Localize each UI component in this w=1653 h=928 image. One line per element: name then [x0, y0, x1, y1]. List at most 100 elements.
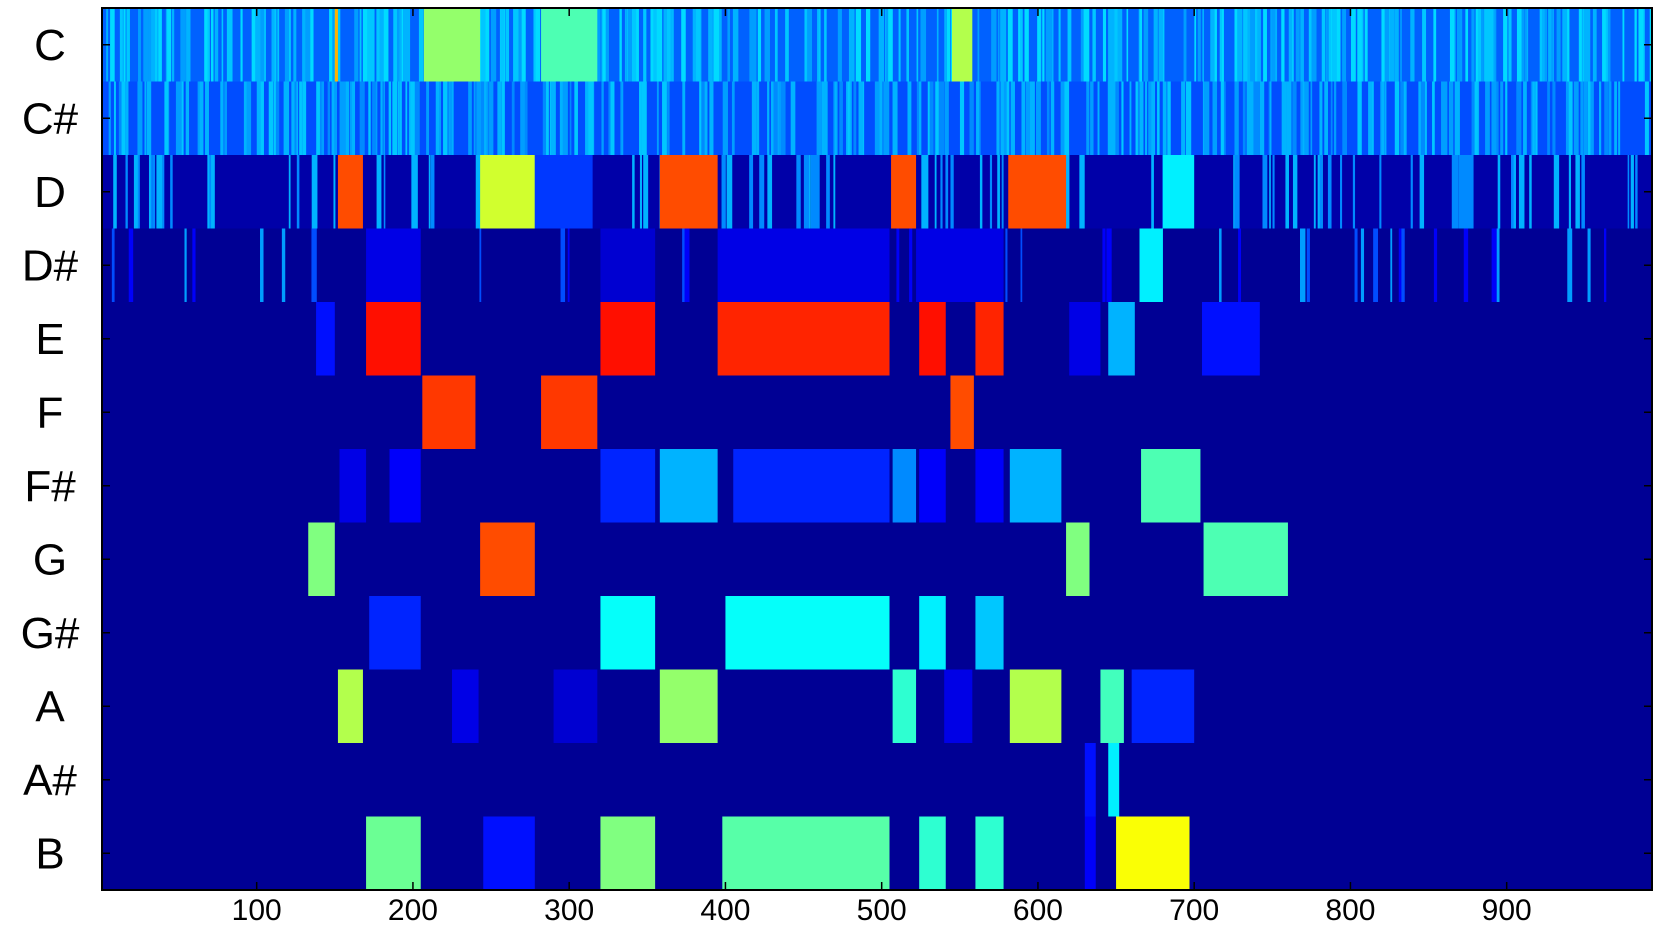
heatmap-stripe [1500, 81, 1504, 155]
heatmap-stripe [1381, 8, 1386, 82]
heatmap-stripe [588, 81, 594, 155]
heatmap-stripe [293, 8, 297, 82]
heatmap-stripe [156, 8, 162, 82]
heatmap-stripe [1328, 8, 1332, 82]
heatmap-stripe [1106, 228, 1112, 302]
heatmap-stripe [1368, 81, 1373, 155]
heatmap-stripe [383, 155, 386, 229]
heatmap-stripe [767, 81, 770, 155]
heatmap-stripe [656, 8, 663, 82]
heatmap-stripe [1087, 8, 1090, 82]
heatmap-cell [1116, 816, 1190, 890]
heatmap-cell [600, 228, 656, 302]
heatmap-stripe [1477, 8, 1482, 82]
heatmap-stripe [330, 8, 333, 82]
heatmap-stripe [662, 81, 667, 155]
heatmap-stripe [1381, 81, 1385, 155]
heatmap-stripe [605, 8, 609, 82]
heatmap-stripe [1630, 155, 1634, 229]
heatmap-stripe [476, 81, 482, 155]
heatmap-stripe [428, 155, 431, 229]
heatmap-stripe [1552, 81, 1556, 155]
heatmap-cell [733, 449, 890, 523]
heatmap-stripe [333, 8, 337, 82]
heatmap-stripe [976, 81, 980, 155]
heatmap-stripe [639, 81, 644, 155]
heatmap-stripe [1257, 8, 1261, 82]
heatmap-stripe [209, 155, 212, 229]
heatmap-stripe [1553, 155, 1560, 229]
heatmap-stripe [435, 81, 441, 155]
heatmap-stripe [170, 155, 173, 229]
heatmap-cell [337, 155, 363, 229]
heatmap-stripe [1010, 81, 1015, 155]
heatmap-cell [717, 228, 890, 302]
heatmap-stripe [1167, 81, 1171, 155]
heatmap-stripe [359, 8, 362, 82]
heatmap-stripe [518, 8, 522, 82]
heatmap-stripe [1135, 81, 1138, 155]
y-tick-label: A# [23, 756, 77, 805]
x-tick-label: 500 [857, 894, 907, 927]
heatmap-stripe [513, 8, 519, 82]
heatmap-stripe [1485, 81, 1490, 155]
heatmap-stripe [1350, 8, 1356, 82]
heatmap-cell [337, 669, 363, 743]
heatmap-stripe [1581, 155, 1585, 229]
heatmap-cell [975, 302, 1004, 376]
heatmap-stripe [1086, 81, 1090, 155]
heatmap-stripe [1001, 155, 1004, 229]
heatmap-stripe [839, 81, 843, 155]
heatmap-stripe [1471, 8, 1475, 82]
heatmap-stripe [1420, 81, 1427, 155]
heatmap-stripe [1243, 8, 1246, 82]
heatmap-stripe [354, 8, 359, 82]
heatmap-stripe [443, 81, 448, 155]
heatmap-cell [366, 816, 421, 890]
heatmap-stripe [896, 228, 900, 302]
heatmap-cell [339, 449, 367, 523]
heatmap-stripe [535, 8, 541, 82]
heatmap-stripe [243, 81, 248, 155]
heatmap-cell [366, 302, 421, 376]
heatmap-stripe [544, 81, 549, 155]
heatmap-stripe [817, 81, 822, 155]
heatmap-stripe [333, 155, 336, 229]
heatmap-cell [600, 302, 656, 376]
heatmap-stripe [713, 8, 719, 82]
heatmap-stripe [1151, 155, 1154, 229]
heatmap-stripe [1604, 228, 1607, 302]
heatmap-stripe [790, 81, 796, 155]
heatmap-stripe [803, 155, 810, 229]
heatmap-stripe [1158, 8, 1164, 82]
heatmap-plot-area [102, 8, 1653, 890]
heatmap-stripe [989, 155, 993, 229]
heatmap-stripe [684, 228, 690, 302]
heatmap-cell [1108, 743, 1120, 817]
heatmap-cell [1202, 302, 1260, 376]
heatmap-stripe [311, 155, 316, 229]
y-tick-label: E [35, 315, 64, 364]
heatmap-stripe [601, 81, 604, 155]
heatmap-stripe [268, 81, 274, 155]
heatmap-stripe [521, 8, 526, 82]
heatmap-stripe [1269, 155, 1271, 229]
heatmap-stripe [398, 8, 402, 82]
heatmap-stripe [1325, 8, 1328, 82]
heatmap-stripe [1262, 155, 1268, 229]
heatmap-stripe [113, 155, 117, 229]
heatmap-stripe [1503, 8, 1508, 82]
heatmap-stripe [1281, 8, 1285, 82]
heatmap-stripe [1153, 8, 1158, 82]
heatmap-stripe [709, 81, 714, 155]
heatmap-stripe [1007, 8, 1013, 82]
heatmap-cell [541, 8, 598, 82]
heatmap-stripe [283, 81, 290, 155]
heatmap-stripe [403, 8, 410, 82]
heatmap-stripe [1468, 155, 1474, 229]
heatmap-stripe [1145, 81, 1148, 155]
heatmap-stripe [907, 81, 912, 155]
heatmap-stripe [396, 8, 400, 82]
heatmap-stripe [1384, 8, 1390, 82]
heatmap-stripe [369, 8, 375, 82]
